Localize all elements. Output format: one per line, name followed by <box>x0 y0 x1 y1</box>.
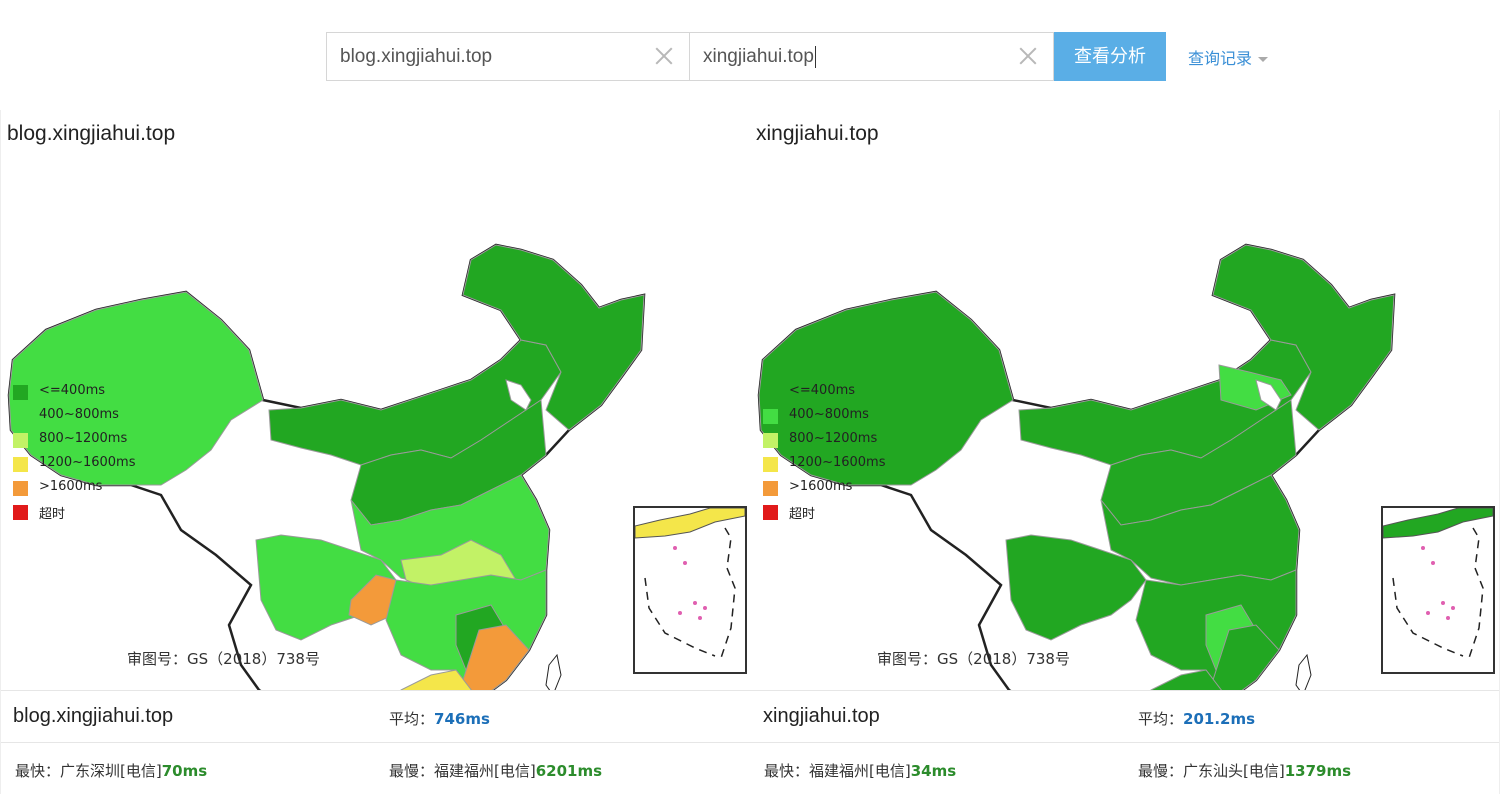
legend-swatch <box>13 505 28 520</box>
fastest-value: 70ms <box>161 762 208 780</box>
query-history-dropdown[interactable]: 查询记录 <box>1188 45 1269 69</box>
query-history-label: 查询记录 <box>1188 49 1253 68</box>
region-beijing-tianjin <box>505 379 532 411</box>
legend-swatch <box>763 457 778 472</box>
legend-swatch <box>13 457 28 472</box>
legend-swatch <box>13 433 28 448</box>
south-china-sea-map <box>634 507 746 659</box>
legend-swatch <box>763 505 778 520</box>
average-stat: 平均：201.2ms <box>1138 710 1256 728</box>
domain1-input[interactable]: blog.xingjiahui.top <box>326 32 690 81</box>
legend-swatch <box>763 481 778 496</box>
legend-label: 400~800ms <box>39 407 119 422</box>
average-value: 746ms <box>434 710 490 728</box>
legend-swatch <box>763 409 778 424</box>
fastest-stat: 最快：广东深圳[电信]70ms <box>15 762 208 780</box>
south-china-sea-inset <box>633 506 747 674</box>
stats-blog: blog.xingjiahui.top 平均：746ms 最快：广东深圳[电信]… <box>1 690 751 794</box>
legend-label: 1200~1600ms <box>39 455 136 470</box>
search-bar: blog.xingjiahui.top xingjiahui.top 查看分析 … <box>0 0 1500 110</box>
legend-swatch <box>763 433 778 448</box>
slowest-stat: 最慢：福建福州[电信]6201ms <box>389 762 603 780</box>
average-value: 201.2ms <box>1183 710 1256 728</box>
clear-domain1-icon[interactable] <box>653 45 675 67</box>
legend-label: 1200~1600ms <box>789 455 886 470</box>
stats-host: xingjiahui.top <box>763 705 880 727</box>
fastest-value: 34ms <box>910 762 957 780</box>
legend-label: 超时 <box>789 507 816 522</box>
legend-label: 800~1200ms <box>789 431 878 446</box>
legend-label: <=400ms <box>789 383 856 398</box>
stats-main: xingjiahui.top 平均：201.2ms 最快：福建福州[电信]34m… <box>751 690 1499 794</box>
stats-host: blog.xingjiahui.top <box>13 705 174 727</box>
analyze-button[interactable]: 查看分析 <box>1054 32 1166 81</box>
legend-label: 400~800ms <box>789 407 869 422</box>
slowest-location: 广东汕头[电信] <box>1183 762 1285 780</box>
slowest-value: 6201ms <box>535 762 603 780</box>
latency-map <box>757 243 1396 690</box>
fastest-location: 福建福州[电信] <box>809 762 911 780</box>
domain2-input[interactable]: xingjiahui.top <box>689 32 1054 81</box>
legend-label: 超时 <box>39 507 66 522</box>
slowest-stat: 最慢：广东汕头[电信]1379ms <box>1138 762 1352 780</box>
slowest-location: 福建福州[电信] <box>434 762 536 780</box>
text-cursor <box>814 45 816 68</box>
legend-swatch <box>13 481 28 496</box>
legend-label: >1600ms <box>39 479 103 494</box>
map-panel-blog: blog.xingjiahui.top <=400ms 400~800ms 80… <box>0 110 751 794</box>
region-taiwan <box>1295 654 1312 690</box>
average-stat: 平均：746ms <box>389 710 490 728</box>
legend-swatch <box>13 385 28 400</box>
domain1-input-value: blog.xingjiahui.top <box>340 46 493 67</box>
slowest-value: 1379ms <box>1284 762 1352 780</box>
map-title: xingjiahui.top <box>756 122 879 145</box>
map-panel-main: xingjiahui.top <=400ms 400~800ms 800~120… <box>751 110 1500 794</box>
legend-label: >1600ms <box>789 479 853 494</box>
legend-swatch <box>13 409 28 424</box>
south-china-sea-inset <box>1381 506 1495 674</box>
map-approval-number: 审图号：GS（2018）738号 <box>127 650 320 668</box>
latency-map <box>7 243 646 690</box>
south-china-sea-map <box>1382 507 1494 659</box>
region-beijing-tianjin <box>1255 379 1282 411</box>
legend-label: <=400ms <box>39 383 106 398</box>
fastest-stat: 最快：福建福州[电信]34ms <box>764 762 957 780</box>
legend-label: 800~1200ms <box>39 431 128 446</box>
chevron-down-icon <box>1258 57 1269 62</box>
domain2-input-value: xingjiahui.top <box>703 46 814 67</box>
legend-swatch <box>763 385 778 400</box>
clear-domain2-icon[interactable] <box>1017 45 1039 67</box>
map-title: blog.xingjiahui.top <box>7 122 176 145</box>
map-approval-number: 审图号：GS（2018）738号 <box>877 650 1070 668</box>
fastest-location: 广东深圳[电信] <box>60 762 162 780</box>
region-taiwan <box>545 654 562 690</box>
